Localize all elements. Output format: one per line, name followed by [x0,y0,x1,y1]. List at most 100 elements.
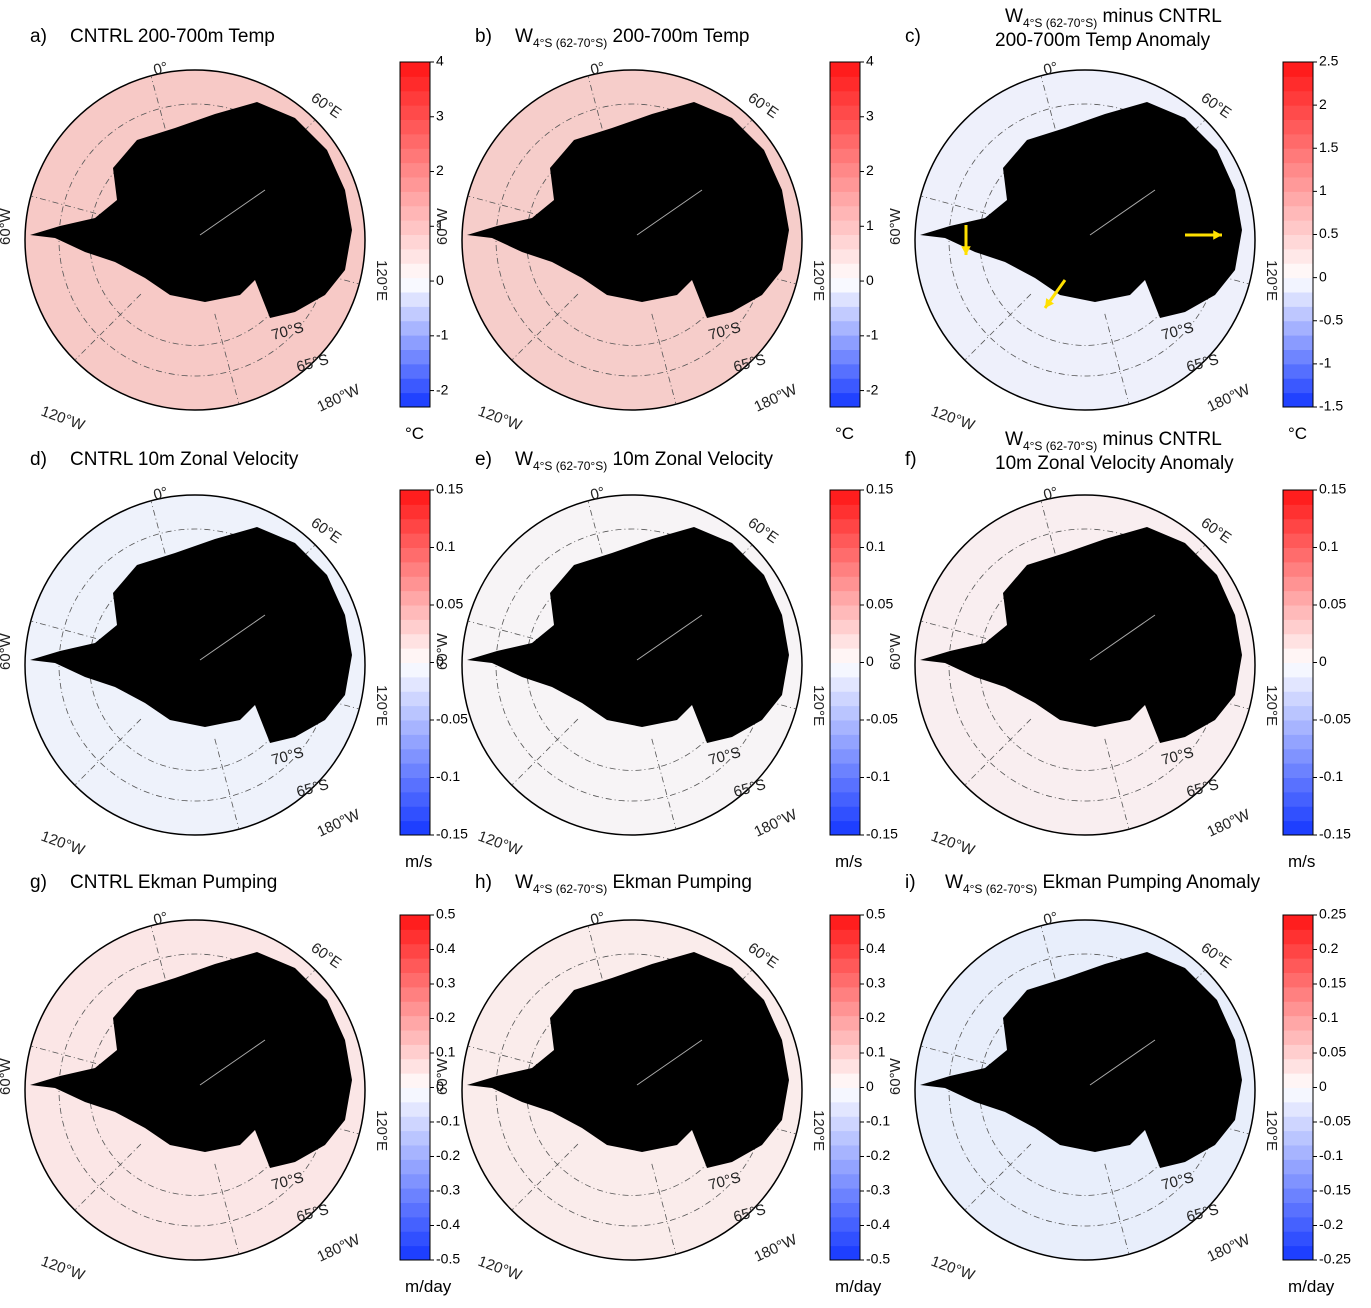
colorbar-step [400,1202,430,1218]
lon-label: 120°E [810,1110,827,1151]
colorbar-step [830,986,860,1002]
colorbar-step [1283,162,1313,178]
colorbar-unit: m/day [835,1277,882,1296]
colorbar-step [1283,306,1313,322]
colorbar-step [830,705,860,721]
colorbar-tick-label: 0.05 [866,596,893,612]
colorbar-tick-label: -0.3 [436,1182,460,1198]
colorbar-step [830,633,860,649]
colorbar-step [830,1101,860,1117]
colorbar-tick-label: 0.5 [436,906,456,922]
colorbar-step [830,576,860,592]
panel-title: W4°S (62-70°S) 10m Zonal Velocity [515,449,774,473]
colorbar-step [400,277,430,293]
meridian [964,718,1032,786]
colorbar-step [400,76,430,92]
title-rest: minus CNTRL [1097,6,1222,27]
title-sub: 4°S (62-70°S) [963,882,1037,896]
meridian [511,718,579,786]
colorbar-step [400,1173,430,1189]
colorbar-step [400,1030,430,1045]
colorbar-tick-label: -0.1 [866,1113,890,1129]
lon-label: 0° [589,484,607,504]
colorbar-tick-label: -0.05 [1319,711,1351,727]
colorbar-step [1283,605,1313,620]
lon-label: 180°W [315,381,364,416]
panel-label: b) [475,26,492,47]
colorbar-step [1283,547,1313,563]
title-main: W [515,872,533,893]
colorbar-step [400,1015,430,1031]
colorbar-tick-label: 2 [436,162,444,178]
colorbar-step [830,148,860,164]
colorbar-step [1283,1173,1313,1189]
lon-label: 0° [589,59,607,79]
panel-label: i) [905,872,916,893]
colorbar-step [1283,648,1313,663]
colorbar-tick-label: 0.05 [1319,596,1346,612]
colorbar-unit: °C [1288,424,1307,443]
meridian [964,293,1032,361]
panel-title: W4°S (62-70°S) minus CNTRL [1005,6,1222,30]
colorbar-step [830,1188,860,1203]
colorbar-step [400,162,430,178]
panel-title-2: 200-700m Temp Anomaly [995,30,1211,51]
meridian [74,718,142,786]
title-sub: 4°S (62-70°S) [1023,16,1097,30]
colorbar-step [400,734,430,750]
colorbar-step [400,1188,430,1203]
lon-label: 0° [152,909,170,929]
colorbar-step [1283,676,1313,692]
colorbar-step [1283,748,1313,764]
colorbar-step [830,133,860,149]
colorbar-step [400,605,430,620]
colorbar-tick-label: 0.2 [436,1009,456,1025]
colorbar-tick-label: 0 [1319,1078,1327,1094]
colorbar-tick-label: 0 [436,272,444,288]
colorbar-step [830,1231,860,1247]
colorbar-step [1283,1116,1313,1132]
colorbar-tick-label: 0.15 [866,481,893,497]
lon-label: 180°W [752,381,801,416]
colorbar-step [1283,820,1313,836]
colorbar-tick-label: -1 [1319,355,1332,371]
colorbar-step [400,806,430,822]
colorbar-step [400,1073,430,1088]
colorbar-tick-label: -0.5 [1319,311,1343,327]
colorbar-step [400,363,430,379]
colorbar-step [830,1159,860,1175]
colorbar-step [830,748,860,764]
meridian [651,313,677,405]
colorbar-step [400,105,430,120]
colorbar-step [400,148,430,164]
colorbar-step [830,320,860,336]
colorbar-step [400,691,430,707]
colorbar-step [1283,1145,1313,1160]
colorbar-tick-label: 0 [866,653,874,669]
meridian [1104,738,1130,830]
colorbar-step [1283,392,1313,408]
colorbar-step [400,1001,430,1017]
colorbar-step [400,633,430,649]
colorbar-step [1283,777,1313,793]
colorbar-unit: m/s [835,852,862,871]
colorbar-tick-label: 0.05 [1319,1044,1346,1060]
colorbar-step [1283,705,1313,721]
colorbar-step [1283,662,1313,678]
lon-label: 120°E [373,685,390,726]
colorbar-tick-label: -0.3 [866,1182,890,1198]
colorbar-step [1283,734,1313,750]
lon-label: 120°E [373,1110,390,1151]
colorbar-step [400,90,430,106]
title-main: W [945,872,963,893]
colorbar-step [1283,62,1313,77]
lon-label: 120°W [476,403,525,435]
colorbar-tick-label: -2 [866,381,879,397]
lon-label: 120°E [1263,260,1280,301]
title-sub: 4°S (62-70°S) [533,882,607,896]
colorbar-tick-label: 2 [866,162,874,178]
pole-line [1089,614,1156,661]
colorbar-tick-label: 3 [436,107,444,123]
lon-label: 120°W [39,403,88,435]
